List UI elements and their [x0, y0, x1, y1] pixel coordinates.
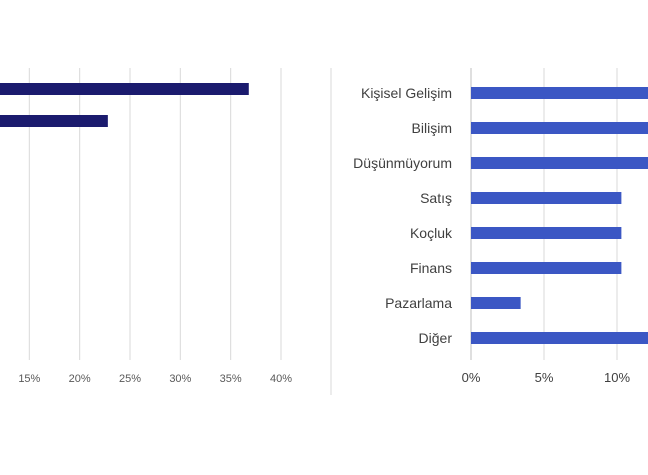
bar [471, 297, 521, 309]
category-label: Diğer [419, 330, 453, 346]
x-tick-label: 35% [220, 373, 242, 385]
category-label: Kişisel Gelişim [361, 85, 452, 101]
x-tick-label: 0% [462, 370, 481, 385]
category-label: Finans [410, 260, 452, 276]
category-label: Pazarlama [385, 295, 452, 311]
bar [471, 122, 648, 134]
bar [471, 332, 648, 344]
category-label: Satış [420, 190, 452, 206]
x-tick-label: 5% [535, 370, 554, 385]
x-tick-label: 10% [604, 370, 630, 385]
x-tick-label: 15% [18, 373, 40, 385]
category-label: Koçluk [410, 225, 453, 241]
x-tick-label: 40% [270, 373, 292, 385]
x-tick-label: 20% [69, 373, 91, 385]
x-tick-label: 25% [119, 373, 141, 385]
bar [471, 87, 648, 99]
left-bar-chart: 15% 20% 25% 30% 35% 40% [0, 68, 292, 385]
category-label: Bilişim [412, 120, 452, 136]
right-bar-chart: 0% 5% 10% Kişisel Gelişim Bilişim Düşünmüyoru… [353, 68, 648, 385]
bar [471, 262, 622, 274]
x-tick-label: 30% [169, 373, 191, 385]
bar [0, 115, 108, 127]
bar [471, 192, 622, 204]
bar [471, 157, 648, 169]
category-label: Düşünmüyorum [353, 155, 452, 171]
bar [0, 83, 249, 95]
bar [471, 227, 622, 239]
